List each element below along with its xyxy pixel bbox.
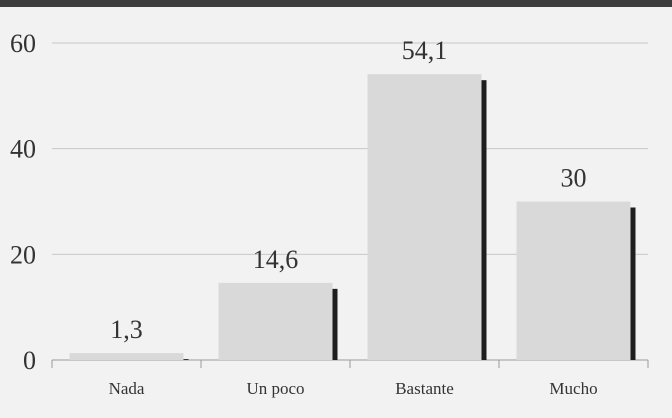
x-tick-label: Un poco — [246, 379, 304, 398]
data-label: 54,1 — [402, 36, 448, 65]
data-label: 1,3 — [110, 315, 143, 344]
bar — [516, 201, 631, 360]
bar-shadow — [480, 80, 487, 361]
x-tick-label: Mucho — [549, 379, 597, 398]
top-border-band — [0, 0, 672, 7]
y-tick-label: 40 — [10, 135, 36, 164]
bar-shadow — [182, 359, 189, 360]
bar-shadow — [331, 288, 338, 360]
y-tick-label: 0 — [23, 346, 36, 375]
data-label: 30 — [561, 164, 587, 193]
data-label: 14,6 — [253, 245, 299, 274]
bar — [218, 282, 333, 360]
x-tick-label: Nada — [109, 379, 145, 398]
y-tick-label: 60 — [10, 29, 36, 58]
bar-shadow — [629, 207, 636, 360]
y-tick-label: 20 — [10, 240, 36, 269]
bar — [69, 353, 184, 360]
bar — [367, 74, 482, 361]
x-tick-label: Bastante — [395, 379, 454, 398]
